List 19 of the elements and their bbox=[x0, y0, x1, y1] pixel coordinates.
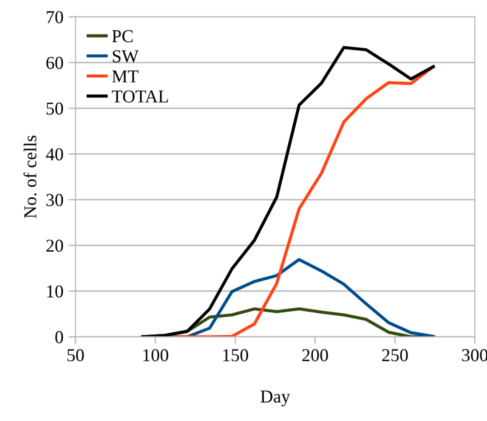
x-axis-title: Day bbox=[260, 390, 290, 406]
x-tick-label: 150 bbox=[223, 349, 248, 362]
x-tick-label: 100 bbox=[143, 349, 168, 362]
y-tick-label: 70 bbox=[46, 11, 63, 24]
y-tick-label: 40 bbox=[46, 148, 63, 160]
y-tick-label: 20 bbox=[46, 240, 63, 252]
y-tick-label: 50 bbox=[46, 102, 63, 115]
y-tick-label: 10 bbox=[47, 285, 63, 298]
x-tick-label: 250 bbox=[382, 349, 408, 362]
x-tick-label: 200 bbox=[302, 349, 328, 362]
y-axis-title: No. of cells bbox=[24, 136, 36, 218]
legend-label: TOTAL bbox=[112, 90, 168, 103]
y-tick-label: 60 bbox=[46, 56, 63, 69]
legend-label: PC bbox=[112, 30, 133, 42]
legend-label: SW bbox=[112, 50, 139, 62]
legend-label: MT bbox=[112, 70, 138, 82]
x-tick-label: 50 bbox=[68, 349, 84, 362]
y-tick-label: 0 bbox=[55, 331, 63, 344]
y-tick-label: 30 bbox=[46, 194, 63, 206]
